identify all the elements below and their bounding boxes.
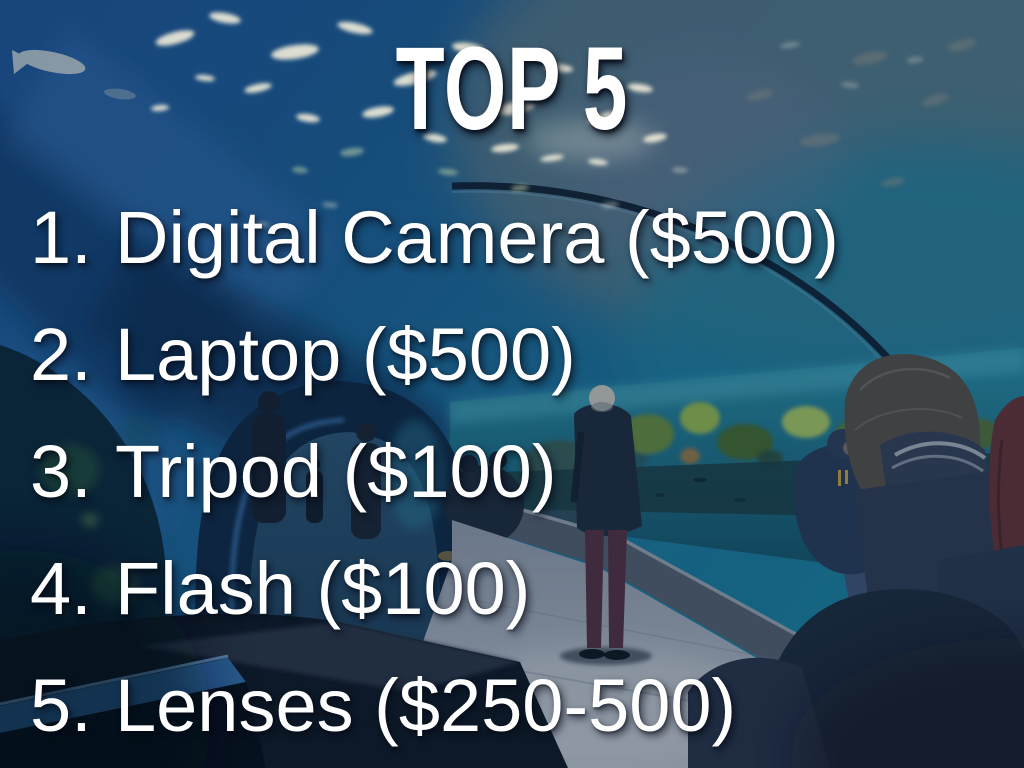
list-item-number: 1. <box>30 196 92 279</box>
list-item: 2. Laptop ($500) <box>30 296 839 413</box>
list-item-number: 3. <box>30 430 92 513</box>
list-item: 4. Flash ($100) <box>30 530 839 647</box>
list-item: 5. Lenses ($250-500) <box>30 647 839 764</box>
list-item-number: 2. <box>30 313 92 396</box>
caustic-lights <box>151 12 923 229</box>
list-item-number: 5. <box>30 664 92 747</box>
list-item: 3. Tripod ($100) <box>30 413 839 530</box>
standing-man <box>560 385 652 665</box>
caustic-glow <box>525 120 655 160</box>
list-item-number: 4. <box>30 547 92 630</box>
list-item-label: Laptop ($500) <box>115 313 576 396</box>
list-item-label: Flash ($100) <box>115 547 531 630</box>
top5-list: 1. Digital Camera ($500) 2. Laptop ($500… <box>30 179 839 764</box>
list-item-label: Lenses ($250-500) <box>115 664 737 747</box>
list-item-label: Digital Camera ($500) <box>115 196 839 279</box>
slide-title: TOP 5 <box>0 30 1024 148</box>
slide-title-text: TOP 5 <box>395 23 629 155</box>
list-item-label: Tripod ($100) <box>115 430 557 513</box>
list-item: 1. Digital Camera ($500) <box>30 179 839 296</box>
fish-silhouette <box>12 49 136 100</box>
